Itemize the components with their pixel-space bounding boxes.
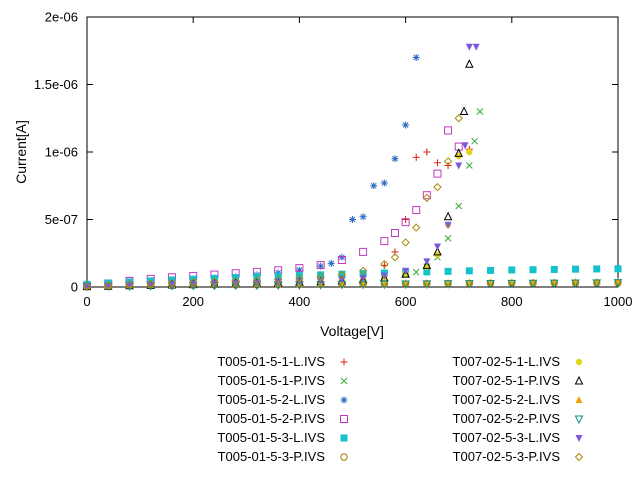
diamond-open-marker-icon bbox=[574, 452, 584, 461]
legend-column-right: T007-02-5-1-L.IVS T007-02-5-1-P.IVS T007-0… bbox=[365, 352, 590, 466]
legend-label: T007-02-5-2-L.IVS bbox=[452, 392, 560, 407]
y-axis-title: Current[A] bbox=[13, 120, 29, 184]
legend-label: T007-02-5-1-L.IVS bbox=[452, 354, 560, 369]
triangle-down-open-marker-icon bbox=[574, 415, 584, 424]
legend-label: T005-01-5-2-P.IVS bbox=[217, 411, 325, 426]
triangle-up-filled-marker-icon bbox=[575, 395, 583, 403]
legend-label: T007-02-5-3-P.IVS bbox=[452, 449, 560, 464]
legend-item: T005-01-5-2-L.IVS bbox=[130, 390, 355, 409]
legend-item: T007-02-5-3-L.IVS bbox=[365, 428, 590, 447]
x-tick-label: 800 bbox=[501, 294, 523, 309]
circle-open-marker-icon bbox=[340, 452, 348, 461]
legend-label: T005-01-5-2-L.IVS bbox=[217, 392, 325, 407]
series-T005-01-5-2-P.IVS bbox=[83, 126, 463, 290]
x-tick-label: 0 bbox=[83, 294, 90, 309]
legend-item: T007-02-5-1-L.IVS bbox=[365, 352, 590, 371]
triangle-up-open-marker-icon bbox=[574, 375, 584, 384]
legend-label: T005-01-5-1-P.IVS bbox=[217, 373, 325, 388]
asterisk-marker-icon bbox=[340, 396, 348, 403]
legend-label: T007-02-5-2-P.IVS bbox=[452, 411, 560, 426]
y-tick-label: 1e-06 bbox=[45, 145, 78, 160]
y-tick-label: 5e-07 bbox=[45, 212, 78, 227]
plot-border bbox=[86, 16, 619, 288]
legend-label: T005-01-5-3-L.IVS bbox=[217, 430, 325, 445]
legend-item: T007-02-5-2-P.IVS bbox=[365, 409, 590, 428]
plus-marker-icon bbox=[340, 358, 348, 365]
legend-item: T007-02-5-3-P.IVS bbox=[365, 447, 590, 466]
plot-legend: T005-01-5-1-L.IVS T005-01-5-1-P.IVS T005-0… bbox=[130, 352, 590, 466]
legend-item: T007-02-5-1-P.IVS bbox=[365, 371, 590, 390]
circle-filled-marker-icon bbox=[575, 358, 583, 365]
square-filled-marker-icon bbox=[340, 434, 348, 441]
legend-label: T005-01-5-1-L.IVS bbox=[217, 354, 325, 369]
series-T005-01-5-3-L.IVS bbox=[83, 265, 622, 288]
series-T007-02-5-1-P.IVS bbox=[82, 59, 474, 291]
x-tick-label: 400 bbox=[289, 294, 311, 309]
y-tick-label: 1.5e-06 bbox=[34, 77, 78, 92]
x-axis-title: Voltage[V] bbox=[320, 323, 384, 339]
series-T005-01-5-2-L.IVS bbox=[83, 54, 420, 290]
legend-item: T005-01-5-3-L.IVS bbox=[130, 428, 355, 447]
series-T007-02-5-1-L.IVS bbox=[83, 148, 473, 290]
series-T007-02-5-2-P.IVS bbox=[82, 279, 623, 292]
y-tick-label: 2e-06 bbox=[45, 10, 78, 25]
x-tick-label: 600 bbox=[395, 294, 417, 309]
legend-label: T005-01-5-3-P.IVS bbox=[217, 449, 325, 464]
y-tick-label: 0 bbox=[71, 280, 78, 295]
x-tick-label: 200 bbox=[182, 294, 204, 309]
square-open-marker-icon bbox=[340, 414, 348, 423]
legend-item: T005-01-5-1-L.IVS bbox=[130, 352, 355, 371]
legend-label: T007-02-5-1-P.IVS bbox=[452, 373, 560, 388]
legend-column-left: T005-01-5-1-L.IVS T005-01-5-1-P.IVS T005-0… bbox=[130, 352, 355, 466]
series-T007-02-5-3-L.IVS bbox=[83, 43, 480, 291]
series-T005-01-5-3-P.IVS bbox=[83, 279, 622, 291]
legend-item: T007-02-5-2-L.IVS bbox=[365, 390, 590, 409]
legend-item: T005-01-5-3-P.IVS bbox=[130, 447, 355, 466]
series-T007-02-5-3-P.IVS bbox=[82, 114, 463, 291]
triangle-down-filled-marker-icon bbox=[575, 434, 583, 442]
x-tick-label: 1000 bbox=[604, 294, 633, 309]
legend-label: T007-02-5-3-L.IVS bbox=[452, 430, 560, 445]
cross-marker-icon bbox=[340, 377, 348, 384]
series-T005-01-5-1-L.IVS bbox=[83, 145, 473, 291]
legend-item: T005-01-5-2-P.IVS bbox=[130, 409, 355, 428]
legend-item: T005-01-5-1-P.IVS bbox=[130, 371, 355, 390]
